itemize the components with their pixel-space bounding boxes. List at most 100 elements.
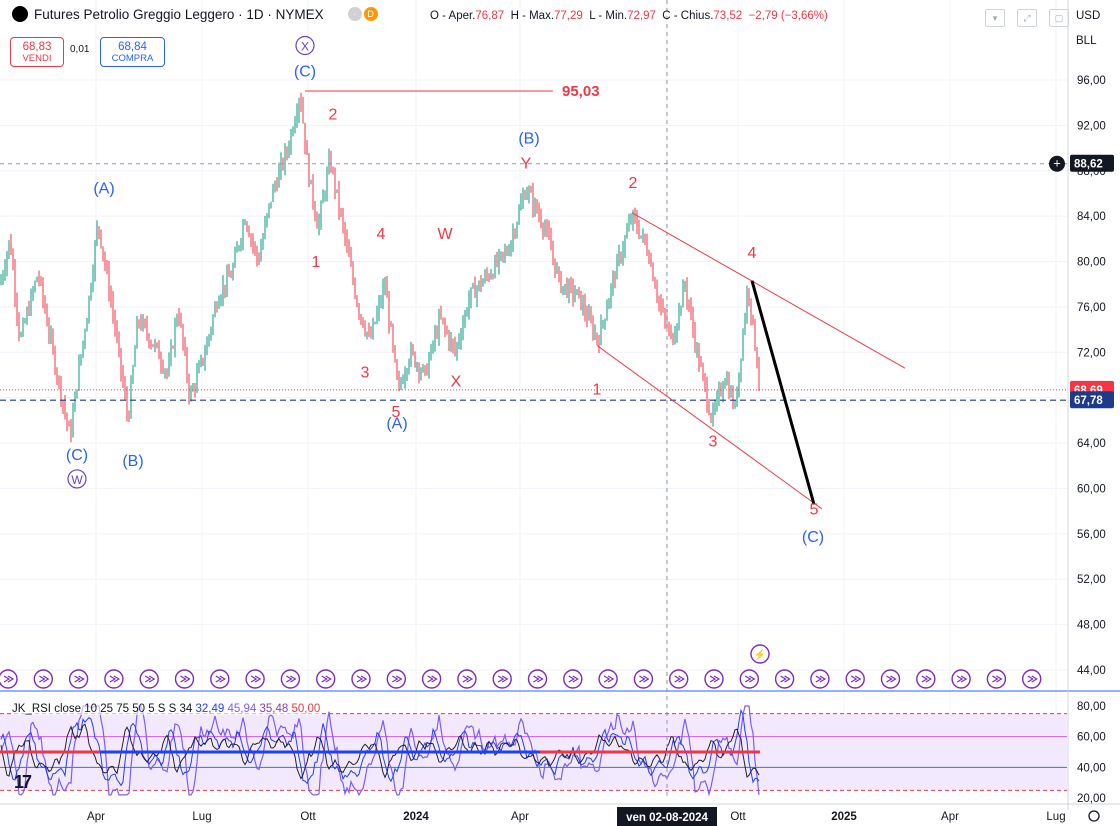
status-badges: · D [347, 7, 378, 21]
event-arrow-icon [462, 675, 474, 683]
wave-label: (B) [518, 131, 539, 148]
rsi-line-0 [0, 705, 760, 797]
event-arrow-icon [674, 675, 685, 683]
add-alert-icon [1049, 155, 1065, 172]
high-label: H - Max. [510, 10, 555, 22]
restore-pane-icon[interactable]: ▢ [1049, 9, 1069, 27]
open-label: O - Aper. [430, 10, 476, 22]
event-arrow-icon [180, 675, 191, 683]
wave-label: 4 [748, 245, 757, 262]
candles [0, 92, 760, 443]
collapse-down-icon[interactable]: ▾ [985, 9, 1005, 27]
wave-label: (A) [93, 180, 114, 197]
event-arrow-icon [250, 675, 262, 683]
time-tick: Apr [87, 811, 105, 823]
rsi-value-4: 50,00 [291, 703, 321, 715]
time-tick: Ott [730, 811, 746, 823]
wave-label: 1 [312, 254, 321, 271]
crosshair-price-badge: 88,62 [1074, 159, 1103, 171]
event-arrow-icon [38, 675, 50, 683]
lightning-event-icon [750, 644, 770, 664]
rsi-value-3: 35,48 [259, 703, 289, 715]
event-arrow-icon [356, 675, 368, 683]
rsi-params: close 10 25 75 50 5 S S 34 [54, 703, 193, 715]
wave-label: X [301, 40, 309, 54]
event-arrow-icon [144, 675, 156, 683]
time-tick: Lug [192, 811, 211, 823]
event-arrow-icon [427, 675, 438, 683]
wave-label: (B) [122, 453, 143, 470]
wave-label: W [437, 226, 453, 243]
delayed-badge: D [363, 7, 378, 21]
price-tick: 80,00 [1077, 257, 1106, 269]
wave-label: 1 [593, 381, 602, 398]
wave-label: 3 [361, 364, 370, 381]
rsi-name: JK_RSI [12, 703, 51, 715]
maximize-pane-icon[interactable]: ⤢ [1017, 9, 1037, 27]
price-tick: 92,00 [1077, 120, 1106, 132]
close-label: C - Chius. [662, 10, 714, 22]
line-price-badge: 67,78 [1074, 395, 1103, 407]
open-value: 76,87 [475, 10, 505, 22]
rsi-tick: 80,00 [1077, 701, 1106, 713]
price-tick: 44,00 [1077, 665, 1106, 677]
price-tick: 64,00 [1077, 438, 1106, 450]
price-tick: 72,00 [1077, 347, 1106, 359]
projection-line [750, 280, 816, 505]
close-value: 73,52 [713, 10, 743, 22]
time-tick: 2025 [831, 811, 857, 823]
event-arrow-icon [3, 675, 15, 683]
rsi-tick: 40,00 [1077, 762, 1106, 774]
rsi-value-1: 32,49 [195, 703, 225, 715]
rsi-line-2 [0, 723, 760, 780]
symbol-title[interactable]: Futures Petrolio Greggio Leggero · 1D · … [34, 6, 324, 22]
event-arrow-icon [780, 675, 791, 683]
time-tick: Apr [941, 811, 959, 823]
crosshair-date: ven 02-08-2024 [626, 812, 708, 824]
event-arrow-icon [215, 675, 226, 683]
event-row: ⚡ [0, 644, 1042, 689]
wave-circle [67, 469, 87, 489]
low-value: 72,97 [627, 10, 656, 22]
wave-label: 2 [629, 175, 638, 192]
wave-label: Y [521, 156, 532, 173]
event-arrow-icon [109, 675, 121, 683]
event-arrow-icon [1027, 675, 1038, 683]
gear-icon [1088, 810, 1100, 822]
sell-button[interactable]: 68,83 VENDI [10, 37, 64, 67]
rsi-legend[interactable]: JK_RSI close 10 25 75 50 5 S S 34 32,49 … [12, 703, 321, 715]
peak-label: 95,03 [562, 83, 600, 100]
wave-label: W [71, 473, 83, 487]
wave-label: X [451, 373, 462, 390]
rsi-tick: 20,00 [1077, 793, 1106, 805]
event-arrow-icon [886, 675, 897, 683]
event-arrow-icon [74, 675, 85, 683]
event-arrow-icon [850, 675, 862, 683]
event-arrow-icon [286, 675, 297, 683]
rsi-value-2: 45,94 [227, 703, 257, 715]
buy-button[interactable]: 68,84 COMPRA [100, 37, 165, 67]
channel-lower [596, 345, 823, 510]
price-tick: 56,00 [1077, 529, 1106, 541]
event-arrow-icon [391, 675, 403, 683]
event-arrow-icon [992, 675, 1003, 683]
time-tick: Apr [511, 811, 529, 823]
price-tick: 60,00 [1077, 483, 1106, 495]
ohlc-readout: O - Aper.76,87 H - Max.77,29 L - Min.72,… [430, 10, 828, 22]
wave-label: (C) [802, 529, 824, 546]
event-arrow-icon [321, 675, 332, 683]
wave-label: (A) [386, 415, 407, 432]
wave-circle [295, 35, 315, 56]
event-arrow-icon [709, 675, 721, 683]
wave-label: 5 [810, 502, 819, 519]
time-axis: AprLugOtt2024AprLugOtt2025AprLugven 02-0… [0, 803, 1120, 826]
currency-selector[interactable]: USD [1076, 10, 1101, 22]
price-tick: 96,00 [1077, 75, 1106, 87]
event-arrow-icon [639, 675, 650, 683]
crosshair-date-bg [617, 807, 717, 826]
price-tick: 84,00 [1077, 211, 1106, 223]
unit-selector[interactable]: BLL [1076, 35, 1097, 47]
wave-label: 5 [392, 404, 401, 421]
